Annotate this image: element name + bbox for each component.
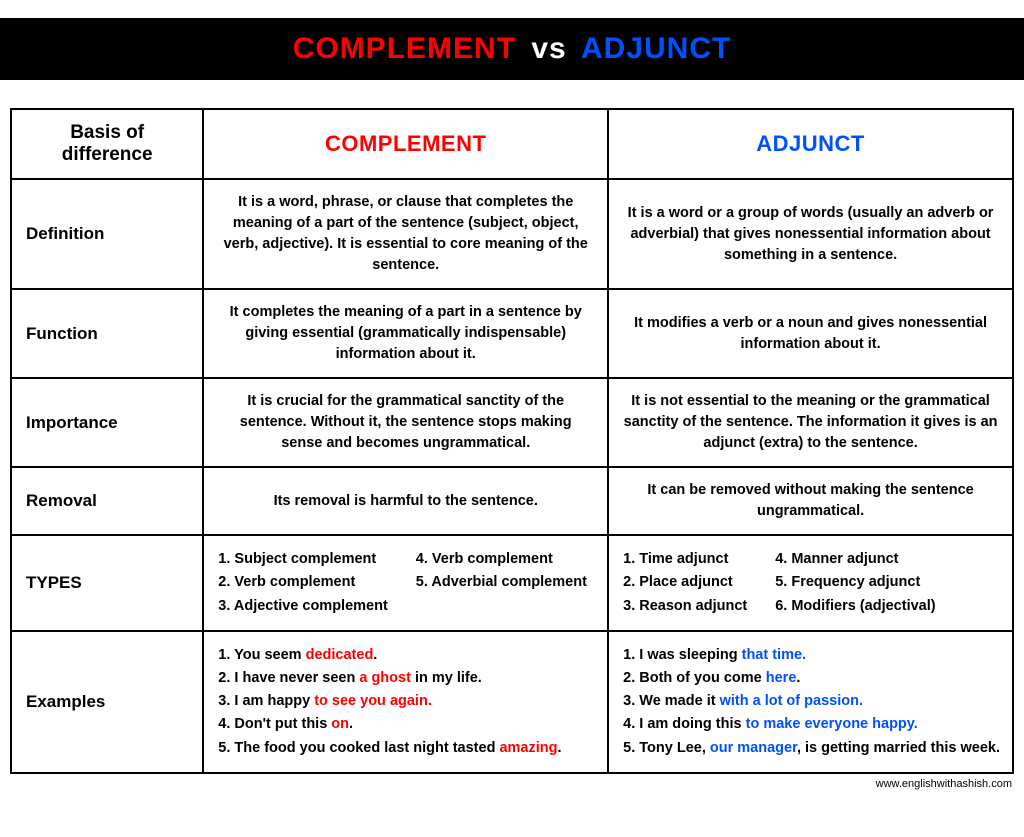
types-adjunct: 1. Time adjunct2. Place adjunct3. Reason… [608, 535, 1013, 631]
types-item: 1. Subject complement [218, 548, 388, 571]
header-adjunct: ADJUNCT [608, 109, 1013, 179]
types-item: 6. Modifiers (adjectival) [775, 595, 935, 618]
example-line: 2. Both of you come here. [623, 667, 998, 690]
types-complement: 1. Subject complement2. Verb complement3… [203, 535, 608, 631]
example-line: 1. You seem dedicated. [218, 644, 593, 667]
example-line: 1. I was sleeping that time. [623, 644, 998, 667]
types-item: 3. Reason adjunct [623, 595, 747, 618]
removal-adjunct: It can be removed without making the sen… [608, 467, 1013, 535]
example-line: 4. I am doing this to make everyone happ… [623, 713, 998, 736]
types-item: 4. Verb complement [416, 548, 587, 571]
examples-adjunct: 1. I was sleeping that time.2. Both of y… [608, 631, 1013, 773]
definition-complement: It is a word, phrase, or clause that com… [203, 179, 608, 289]
example-line: 5. The food you cooked last night tasted… [218, 737, 593, 760]
types-item: 1. Time adjunct [623, 548, 747, 571]
example-line: 3. We made it with a lot of passion. [623, 690, 998, 713]
title-banner: COMPLEMENT vs ADJUNCT [0, 18, 1024, 80]
definition-adjunct: It is a word or a group of words (usuall… [608, 179, 1013, 289]
row-types: TYPES 1. Subject complement2. Verb compl… [11, 535, 1013, 631]
row-examples: Examples 1. You seem dedicated.2. I have… [11, 631, 1013, 773]
title-text: COMPLEMENT vs ADJUNCT [293, 32, 732, 66]
types-item: 5. Adverbial complement [416, 571, 587, 594]
types-item: 2. Place adjunct [623, 571, 747, 594]
label-importance: Importance [11, 378, 203, 467]
title-adjunct: ADJUNCT [581, 32, 731, 65]
examples-complement: 1. You seem dedicated.2. I have never se… [203, 631, 608, 773]
row-importance: Importance It is crucial for the grammat… [11, 378, 1013, 467]
label-function: Function [11, 289, 203, 378]
row-removal: Removal Its removal is harmful to the se… [11, 467, 1013, 535]
importance-adjunct: It is not essential to the meaning or th… [608, 378, 1013, 467]
removal-complement: Its removal is harmful to the sentence. [203, 467, 608, 535]
types-item: 3. Adjective complement [218, 595, 388, 618]
importance-complement: It is crucial for the grammatical sancti… [203, 378, 608, 467]
example-line: 4. Don't put this on. [218, 713, 593, 736]
example-line: 2. I have never seen a ghost in my life. [218, 667, 593, 690]
title-complement: COMPLEMENT [293, 32, 516, 65]
function-adjunct: It modifies a verb or a noun and gives n… [608, 289, 1013, 378]
row-function: Function It completes the meaning of a p… [11, 289, 1013, 378]
footer-credit: www.englishwithashish.com [0, 774, 1024, 790]
comparison-table: Basis of difference COMPLEMENT ADJUNCT D… [10, 108, 1014, 774]
label-removal: Removal [11, 467, 203, 535]
types-item: 2. Verb complement [218, 571, 388, 594]
function-complement: It completes the meaning of a part in a … [203, 289, 608, 378]
label-definition: Definition [11, 179, 203, 289]
label-examples: Examples [11, 631, 203, 773]
types-item: 5. Frequency adjunct [775, 571, 935, 594]
label-types: TYPES [11, 535, 203, 631]
title-vs: vs [531, 32, 566, 65]
example-line: 5. Tony Lee, our manager, is getting mar… [623, 737, 998, 760]
table-header-row: Basis of difference COMPLEMENT ADJUNCT [11, 109, 1013, 179]
row-definition: Definition It is a word, phrase, or clau… [11, 179, 1013, 289]
header-basis: Basis of difference [11, 109, 203, 179]
example-line: 3. I am happy to see you again. [218, 690, 593, 713]
types-item: 4. Manner adjunct [775, 548, 935, 571]
header-complement: COMPLEMENT [203, 109, 608, 179]
